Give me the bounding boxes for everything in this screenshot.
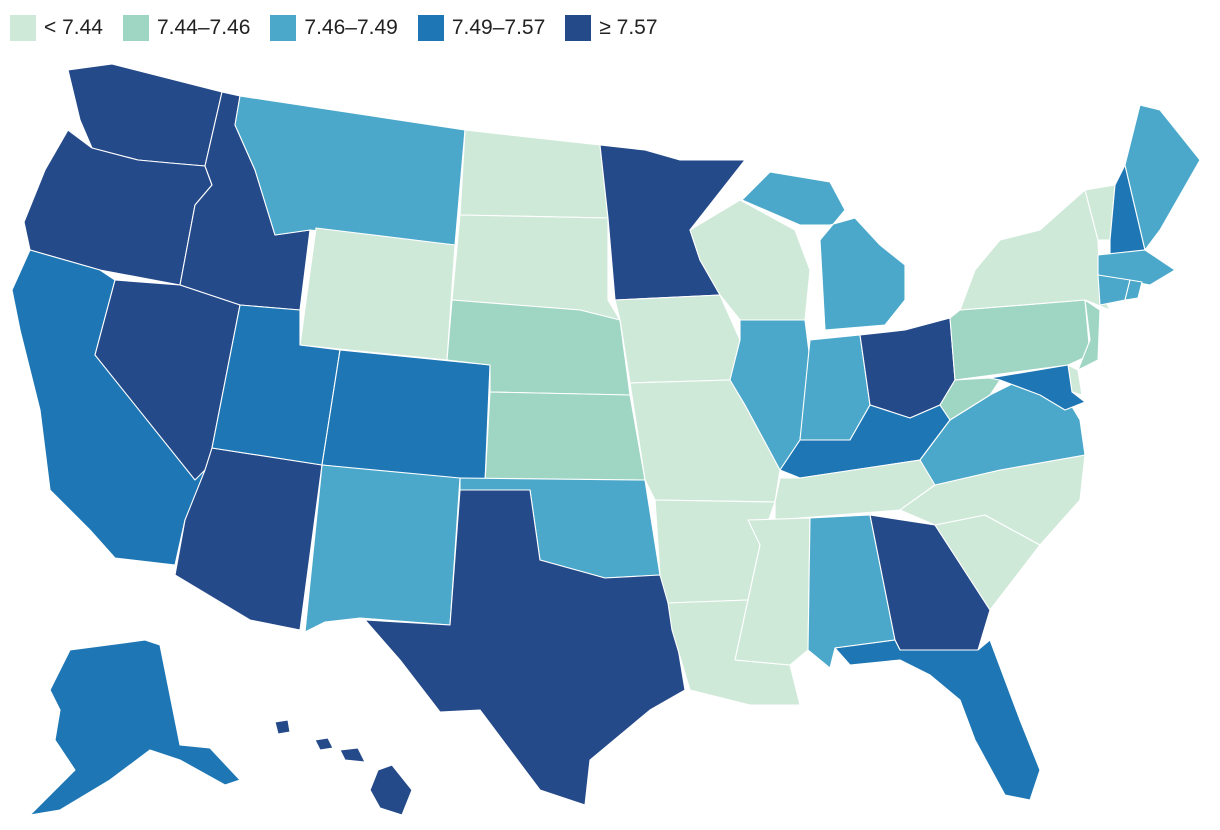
state-MD[interactable] (989, 364, 1086, 411)
state-NY[interactable] (959, 189, 1111, 311)
map-legend: < 7.44 7.44–7.46 7.46–7.49 7.49–7.57 ≥ 7… (10, 14, 658, 42)
legend-swatch-bin-3 (417, 15, 444, 41)
state-FL[interactable] (834, 639, 1041, 801)
legend-item-bin-0: < 7.44 (10, 15, 103, 41)
legend-swatch-bin-4 (565, 15, 592, 41)
legend-item-bin-3: 7.49–7.57 (417, 15, 546, 41)
state-WY[interactable] (299, 227, 456, 361)
legend-label-bin-3: 7.49–7.57 (451, 16, 546, 39)
state-RI[interactable] (1124, 279, 1143, 301)
state-NJ[interactable] (1077, 299, 1101, 371)
state-AK[interactable] (29, 639, 241, 816)
state-IA[interactable] (614, 294, 741, 384)
legend-item-bin-2: 7.46–7.49 (270, 15, 398, 41)
state-CO[interactable] (321, 349, 491, 483)
legend-label-bin-0: < 7.44 (44, 16, 103, 39)
legend-swatch-bin-1 (122, 15, 149, 41)
state-AZ[interactable] (174, 447, 323, 631)
legend-item-bin-1: 7.44–7.46 (122, 15, 251, 41)
legend-label-bin-1: 7.44–7.46 (156, 16, 251, 39)
state-NM[interactable] (304, 464, 461, 633)
state-KS[interactable] (484, 391, 646, 483)
state-HI[interactable] (274, 719, 413, 816)
state-MA[interactable] (1097, 249, 1176, 286)
legend-swatch-bin-2 (270, 15, 297, 41)
legend-label-bin-2: 7.46–7.49 (304, 16, 398, 39)
state-TX[interactable] (364, 489, 686, 806)
legend-item-bin-4: ≥ 7.57 (565, 15, 658, 41)
legend-swatch-bin-0 (10, 15, 36, 41)
state-MI[interactable] (741, 171, 906, 331)
state-ND[interactable] (459, 129, 609, 219)
legend-label-bin-4: ≥ 7.57 (599, 16, 658, 39)
